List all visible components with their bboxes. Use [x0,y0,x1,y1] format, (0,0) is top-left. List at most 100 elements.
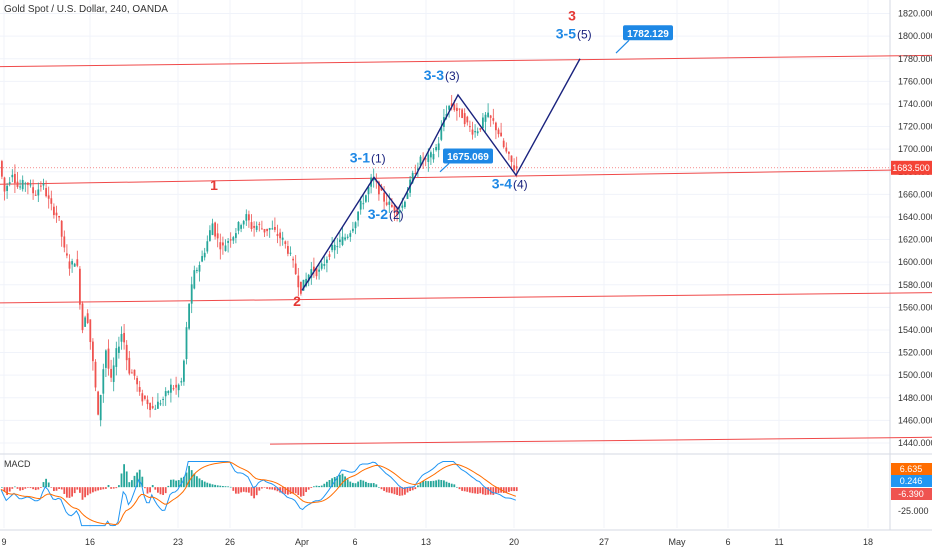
macd-histogram-bar [328,480,331,488]
candle-body [198,265,201,272]
candle-body [417,168,419,171]
candle-body [97,391,99,415]
candle-body [79,268,81,305]
candle-body [219,242,222,250]
macd-histogram-bar [55,487,58,491]
macd-histogram-bar [341,473,344,488]
macd-histogram-bar [349,481,352,488]
macd-histogram-bar [396,487,398,495]
candle-body [141,393,144,402]
macd-histogram-bar [154,487,157,490]
candle-body [159,403,162,405]
macd-histogram-bar [172,479,175,488]
price-tick-label: 1580.000 [898,280,932,290]
candle-body [396,208,398,216]
candle-body [250,222,253,230]
macd-histogram-bar [138,469,141,488]
candle-body [401,205,404,208]
candle-body [253,225,255,228]
candle-body [482,117,484,129]
candle-body [8,182,11,184]
macd-histogram-bar [323,483,326,488]
wave-count[interactable]: 3-1 (1) 3-2 (2) 3-3 (3) 3-4 (4) 3-5 (5) 1 2 3 1675.06… [210,7,673,309]
wave-path [301,58,581,291]
macd-histogram-bar [125,471,128,488]
macd-histogram-bar [456,486,458,488]
candle-body [276,233,279,237]
candle-body [271,228,274,230]
macd-histogram-bar [346,479,349,488]
time-tick-label: 6 [725,537,730,547]
macd-histogram-bar [45,478,47,488]
macd-histogram-bar [344,476,346,488]
candle-body [378,181,380,195]
macd-title: MACD [4,459,31,469]
macd-histogram-bar [297,487,300,495]
macd-histogram-bar [27,487,29,488]
macd-histogram-bar [287,487,289,495]
candle-body [357,211,359,221]
macd-histogram-bar [214,484,216,488]
wave-sublabel: (2) [389,208,404,222]
macd-histogram-bar [190,470,193,488]
candle-body [393,205,396,213]
candle-body [414,173,417,175]
candle-body [289,252,292,254]
candle-body [489,115,492,118]
macd-histogram-bar [1,487,3,488]
candle-body [128,357,131,374]
macd-histogram-bar [292,487,294,494]
macd-histogram-bar [294,487,297,494]
macd-histogram-bar [118,485,120,488]
candle-body [336,246,339,248]
candle-body [151,406,154,409]
candle-body [144,395,146,399]
macd-histogram-bar [375,484,378,488]
candle-body [432,153,435,160]
candle-body [188,303,190,329]
price-tick-label: 1440.000 [898,438,932,448]
trendline [269,436,932,445]
candle-body [209,230,211,241]
candle-body [24,183,27,185]
time-tick-label: May [668,537,686,547]
candle-body [391,204,393,207]
price-tick-label: 1700.000 [898,144,932,154]
candle-body [19,186,21,188]
price-tick-label: 1720.000 [898,122,932,132]
candle-body [492,118,495,121]
macd-histogram-bar [193,473,196,488]
candle-body [313,266,315,272]
macd-histogram-bar [40,487,42,488]
macd-histogram-bar [411,487,414,491]
candle-body [201,256,203,262]
candle-body [341,236,344,245]
macd-histogram-bar [250,487,253,496]
candle-body [456,107,458,111]
macd-histogram-bar [469,487,471,493]
macd-histogram-bar [8,487,11,492]
candle-body [203,252,206,258]
macd-histogram-bar [479,487,482,494]
macd-histogram-bar [274,487,276,491]
macd-histogram-bar [34,487,37,491]
candle-body [14,173,16,184]
candle-body [177,384,180,391]
price-tick-label: 1540.000 [898,325,932,335]
macd-histogram-bar [167,485,170,488]
macd-histogram-bar [81,487,84,500]
candle-body [448,105,450,110]
candle-body [484,114,487,122]
macd-histogram-bar [461,487,463,491]
candle-body [84,317,86,327]
candle-body [320,263,323,269]
candle-body [424,158,427,160]
macd-histogram-bar [185,472,188,488]
macd-histogram-bar [42,482,45,488]
macd-histogram-bar [99,487,102,490]
macd-histogram-bar [248,487,250,493]
macd-histogram-bar [219,485,222,488]
macd-histogram-bar [383,487,385,491]
macd-histogram-bar [365,481,367,488]
